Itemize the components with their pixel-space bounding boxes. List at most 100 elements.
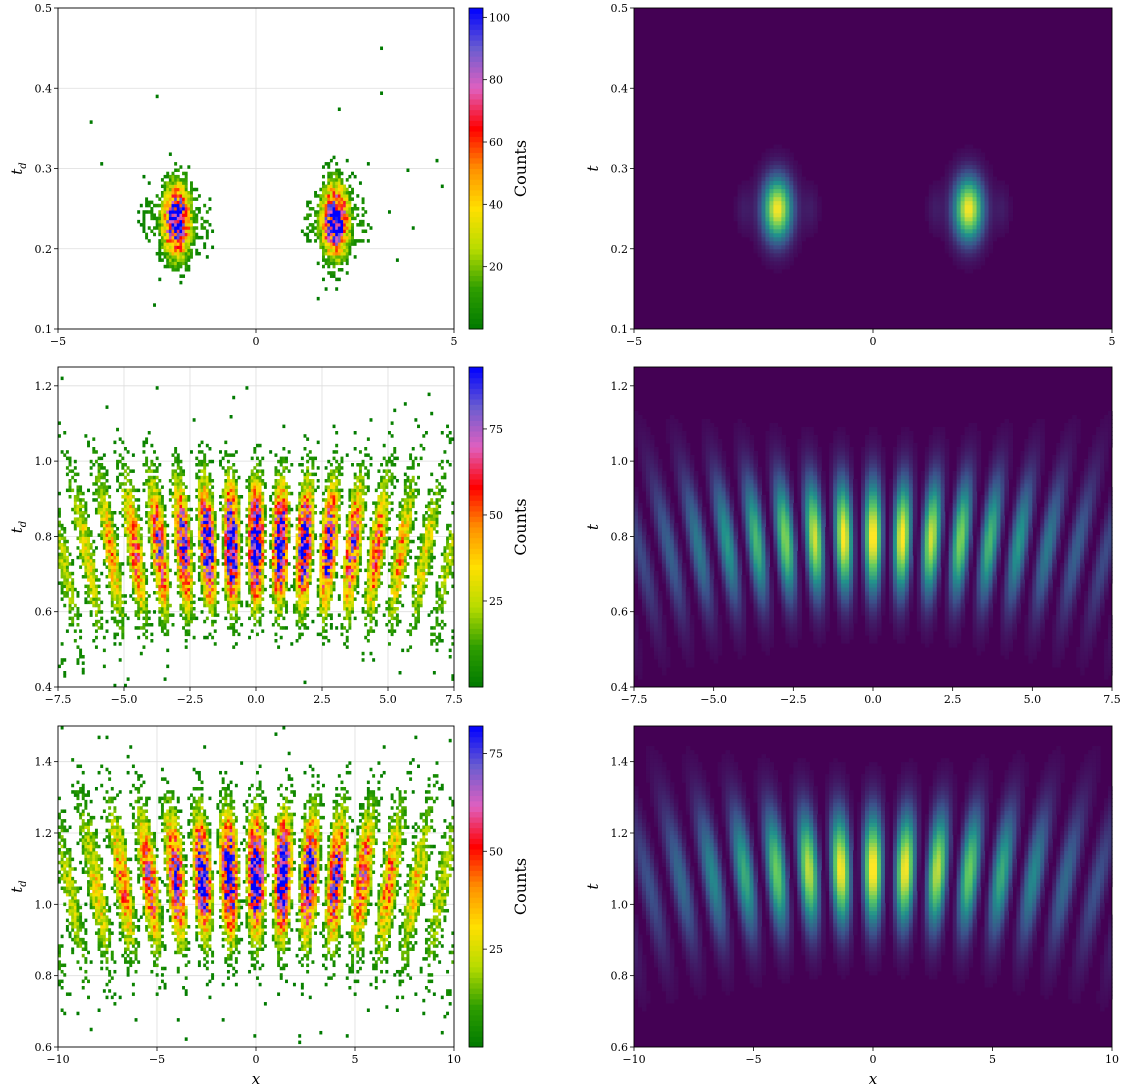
count-cell xyxy=(296,553,299,557)
count-cell xyxy=(256,537,259,541)
count-cell xyxy=(256,463,259,467)
count-cell xyxy=(248,524,251,528)
count-cell xyxy=(135,527,138,531)
count-cell xyxy=(87,588,90,592)
count-cell xyxy=(182,194,185,198)
count-cell xyxy=(187,604,190,608)
count-cell xyxy=(248,565,251,569)
count-cell xyxy=(164,591,167,595)
count-cell xyxy=(206,505,209,509)
density-cell xyxy=(813,185,818,190)
count-cell xyxy=(111,533,114,537)
count-cell xyxy=(74,613,77,617)
density-cell xyxy=(754,225,759,230)
count-cell xyxy=(288,450,291,454)
count-cell xyxy=(161,601,164,605)
density-cell xyxy=(773,201,778,206)
count-cell xyxy=(346,262,349,266)
count-cell xyxy=(235,501,238,505)
count-cell xyxy=(161,537,164,541)
count-cell xyxy=(164,559,167,563)
count-cell xyxy=(201,521,204,525)
count-cell xyxy=(333,239,336,243)
count-cell xyxy=(174,194,177,198)
density-cell xyxy=(989,213,994,218)
density-cell xyxy=(789,253,794,258)
count-cell xyxy=(296,604,299,608)
count-cell xyxy=(285,540,288,544)
count-cell xyxy=(251,610,254,614)
count-cell xyxy=(211,578,214,582)
count-cell xyxy=(179,239,182,243)
density-cell xyxy=(981,152,986,157)
count-cell xyxy=(172,540,175,544)
density-cell xyxy=(773,229,778,234)
density-cell xyxy=(933,205,938,210)
count-cell xyxy=(124,527,127,531)
count-cell xyxy=(285,610,288,614)
count-cell xyxy=(282,460,285,464)
density-cell xyxy=(945,185,950,190)
count-cell xyxy=(259,508,262,512)
count-cell xyxy=(158,607,161,611)
count-cell xyxy=(319,210,322,214)
colorbar-segment xyxy=(469,72,483,78)
count-cell xyxy=(274,482,277,486)
density-cell xyxy=(969,193,974,198)
count-cell xyxy=(317,210,320,214)
count-cell xyxy=(66,575,69,579)
count-cell xyxy=(166,665,169,669)
count-cell xyxy=(340,213,343,217)
count-cell xyxy=(232,514,235,518)
count-cell xyxy=(238,537,241,541)
count-cell xyxy=(187,543,190,547)
density-cell xyxy=(738,185,743,190)
count-cell xyxy=(285,588,288,592)
count-cell xyxy=(330,213,333,217)
count-cell xyxy=(253,556,256,560)
count-cell xyxy=(327,223,330,227)
count-cell xyxy=(76,498,79,502)
density-cell xyxy=(781,245,786,250)
count-cell xyxy=(338,175,341,179)
count-cell xyxy=(285,489,288,493)
count-cell xyxy=(251,613,254,617)
count-cell xyxy=(198,485,201,489)
colorbar-segment xyxy=(469,190,483,196)
count-cell xyxy=(108,517,111,521)
count-cell xyxy=(132,524,135,528)
count-cell xyxy=(224,588,227,592)
count-cell xyxy=(90,569,93,573)
count-cell xyxy=(224,495,227,499)
count-cell xyxy=(166,255,169,259)
count-cell xyxy=(193,226,196,230)
count-cell xyxy=(256,549,259,553)
count-cell xyxy=(145,629,148,633)
density-cell xyxy=(957,233,962,238)
count-cell xyxy=(203,521,206,525)
count-cell xyxy=(227,588,230,592)
count-cell xyxy=(264,530,267,534)
density-cell xyxy=(738,193,743,198)
count-cell xyxy=(335,246,338,250)
count-cell xyxy=(103,501,106,505)
density-cell xyxy=(989,241,994,246)
count-cell xyxy=(108,575,111,579)
density-cell xyxy=(949,217,954,222)
density-cell xyxy=(757,221,762,226)
count-cell xyxy=(161,581,164,585)
count-cell xyxy=(211,623,214,627)
count-cell xyxy=(203,562,206,566)
count-cell xyxy=(174,492,177,496)
count-cell xyxy=(274,498,277,502)
density-cell xyxy=(773,245,778,250)
count-cell xyxy=(251,565,254,569)
count-cell xyxy=(129,521,132,525)
count-cell xyxy=(121,482,124,486)
count-cell xyxy=(333,223,336,227)
count-cell xyxy=(177,569,180,573)
count-cell xyxy=(245,527,248,531)
count-cell xyxy=(137,581,140,585)
count-cell xyxy=(256,610,259,614)
count-cell xyxy=(235,575,238,579)
